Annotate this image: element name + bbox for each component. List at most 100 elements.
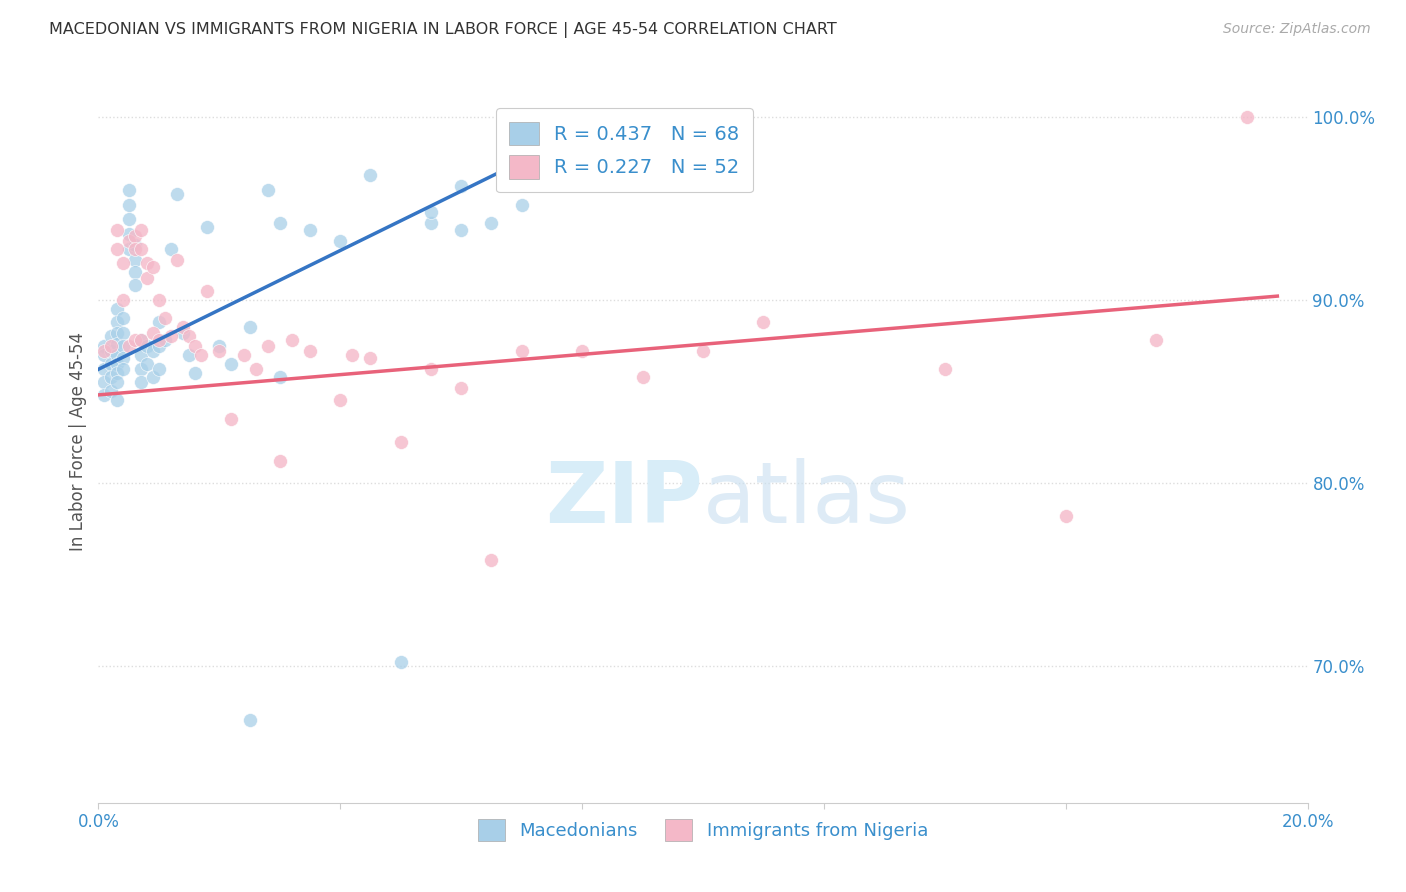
Point: [1054, 508, 1077, 523]
Point: [93, 362, 115, 376]
Point: [190, 348, 212, 362]
Point: [135, 270, 157, 285]
Point: [269, 369, 291, 384]
Point: [239, 714, 262, 728]
Point: [160, 329, 183, 343]
Point: [129, 242, 152, 256]
Point: [124, 278, 146, 293]
Point: [256, 183, 278, 197]
Point: [111, 256, 134, 270]
Point: [93, 388, 115, 402]
Point: [105, 301, 128, 316]
Point: [281, 333, 304, 347]
Point: [450, 381, 472, 395]
Point: [100, 384, 122, 399]
Point: [105, 366, 128, 380]
Point: [934, 362, 956, 376]
Point: [124, 228, 146, 243]
Point: [135, 338, 157, 352]
Point: [160, 242, 183, 256]
Point: [329, 393, 352, 408]
Point: [105, 223, 128, 237]
Point: [450, 223, 472, 237]
Point: [105, 326, 128, 340]
Point: [631, 369, 654, 384]
Point: [100, 369, 122, 384]
Text: MACEDONIAN VS IMMIGRANTS FROM NIGERIA IN LABOR FORCE | AGE 45-54 CORRELATION CHA: MACEDONIAN VS IMMIGRANTS FROM NIGERIA IN…: [49, 22, 837, 38]
Point: [389, 435, 412, 450]
Point: [100, 343, 122, 358]
Point: [118, 338, 141, 352]
Point: [142, 260, 165, 274]
Point: [481, 216, 503, 230]
Point: [142, 343, 165, 358]
Point: [100, 357, 122, 371]
Point: [135, 256, 157, 270]
Point: [142, 369, 165, 384]
Point: [184, 366, 207, 380]
Point: [208, 343, 231, 358]
Point: [105, 393, 128, 408]
Point: [1144, 333, 1167, 347]
Point: [142, 326, 165, 340]
Point: [148, 315, 170, 329]
Point: [232, 348, 254, 362]
Point: [124, 252, 146, 267]
Point: [111, 338, 134, 352]
Point: [153, 311, 176, 326]
Point: [105, 315, 128, 329]
Point: [93, 348, 115, 362]
Point: [118, 212, 141, 227]
Point: [124, 238, 146, 252]
Point: [118, 183, 141, 197]
Point: [269, 216, 291, 230]
Point: [450, 179, 472, 194]
Point: [118, 197, 141, 211]
Point: [105, 375, 128, 389]
Point: [111, 351, 134, 366]
Point: [129, 348, 152, 362]
Point: [111, 311, 134, 326]
Point: [111, 326, 134, 340]
Point: [105, 357, 128, 371]
Legend: Macedonians, Immigrants from Nigeria: Macedonians, Immigrants from Nigeria: [467, 808, 939, 852]
Point: [148, 338, 170, 352]
Point: [692, 343, 714, 358]
Y-axis label: In Labor Force | Age 45-54: In Labor Force | Age 45-54: [69, 332, 87, 551]
Point: [208, 338, 231, 352]
Point: [166, 252, 188, 267]
Point: [420, 362, 443, 376]
Point: [129, 333, 152, 347]
Point: [1236, 110, 1258, 124]
Point: [221, 357, 243, 371]
Point: [481, 552, 503, 566]
Point: [571, 343, 593, 358]
Point: [100, 338, 122, 352]
Point: [124, 242, 146, 256]
Point: [172, 326, 194, 340]
Point: [256, 338, 278, 352]
Point: [245, 362, 267, 376]
Point: [195, 284, 218, 298]
Point: [93, 375, 115, 389]
Point: [111, 362, 134, 376]
Point: [105, 242, 128, 256]
Point: [105, 336, 128, 351]
Point: [124, 265, 146, 279]
Point: [153, 333, 176, 347]
Point: [148, 333, 170, 347]
Point: [510, 343, 533, 358]
Point: [100, 329, 122, 343]
Point: [221, 411, 243, 425]
Point: [360, 169, 382, 183]
Point: [329, 234, 352, 248]
Point: [179, 329, 201, 343]
Point: [148, 293, 170, 307]
Point: [148, 362, 170, 376]
Point: [166, 186, 188, 201]
Point: [124, 333, 146, 347]
Point: [93, 338, 115, 352]
Point: [111, 293, 134, 307]
Point: [510, 197, 533, 211]
Point: [172, 320, 194, 334]
